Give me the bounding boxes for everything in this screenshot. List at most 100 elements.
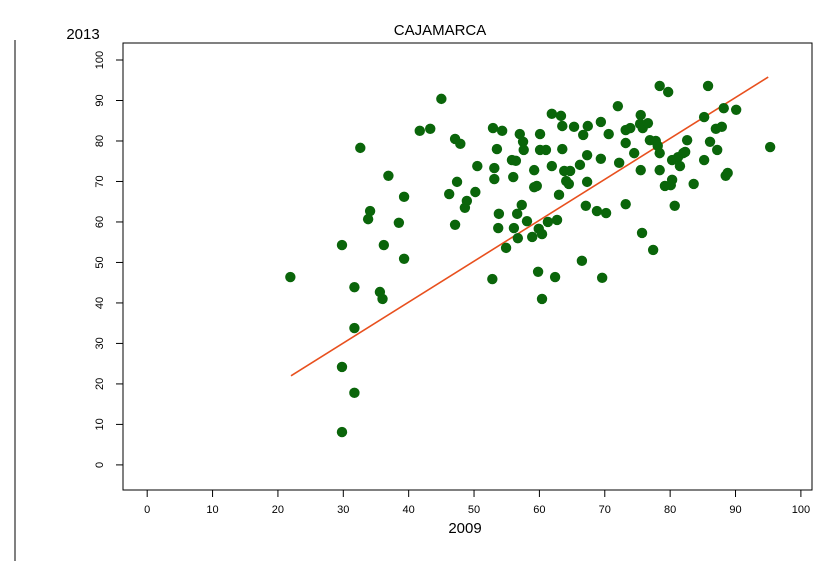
point bbox=[436, 93, 447, 105]
point bbox=[336, 361, 348, 373]
point bbox=[654, 80, 665, 92]
point bbox=[470, 186, 481, 198]
y-tick-label: 0 bbox=[94, 462, 106, 468]
point bbox=[508, 171, 519, 183]
x-tick-label: 30 bbox=[337, 504, 349, 516]
point bbox=[517, 136, 529, 147]
y-tick-label: 70 bbox=[94, 175, 106, 187]
point bbox=[681, 134, 693, 146]
y-tick-label: 60 bbox=[94, 216, 106, 228]
point bbox=[536, 293, 548, 305]
plot-box bbox=[122, 42, 813, 491]
point bbox=[518, 144, 529, 156]
point bbox=[702, 80, 714, 92]
point bbox=[362, 213, 374, 225]
point bbox=[669, 200, 680, 211]
point bbox=[534, 128, 546, 140]
y-axis-label: 2013 bbox=[66, 26, 99, 43]
point bbox=[487, 122, 499, 134]
point bbox=[613, 157, 625, 169]
point bbox=[500, 242, 512, 254]
point bbox=[472, 160, 483, 172]
point bbox=[516, 199, 527, 211]
x-tick-label: 20 bbox=[272, 504, 284, 516]
point bbox=[493, 222, 504, 234]
point bbox=[595, 116, 607, 128]
point bbox=[635, 109, 646, 121]
point bbox=[377, 293, 388, 305]
point bbox=[531, 180, 542, 192]
x-tick-label: 100 bbox=[792, 504, 810, 516]
point bbox=[557, 120, 568, 132]
point bbox=[581, 176, 593, 188]
point bbox=[285, 271, 296, 283]
x-tick-label: 0 bbox=[144, 504, 150, 516]
y-tick-label: 90 bbox=[94, 94, 106, 106]
point bbox=[666, 174, 678, 186]
y-tick-label: 20 bbox=[94, 378, 106, 390]
point bbox=[591, 205, 603, 217]
point bbox=[595, 153, 607, 164]
point bbox=[647, 244, 659, 256]
x-tick-label: 60 bbox=[533, 504, 545, 516]
point bbox=[578, 129, 589, 141]
x-tick-label: 10 bbox=[206, 504, 218, 516]
point bbox=[557, 143, 568, 155]
point bbox=[698, 111, 710, 123]
point bbox=[383, 170, 394, 182]
x-tick-label: 70 bbox=[599, 504, 611, 516]
point bbox=[461, 195, 473, 207]
point bbox=[596, 272, 608, 284]
point bbox=[636, 227, 648, 239]
point bbox=[455, 138, 466, 150]
point bbox=[378, 239, 390, 251]
point bbox=[349, 281, 360, 293]
point bbox=[603, 128, 614, 140]
point bbox=[600, 207, 612, 219]
point bbox=[612, 100, 624, 112]
point bbox=[698, 154, 710, 166]
point bbox=[449, 219, 461, 230]
x-tick-label: 80 bbox=[664, 504, 676, 516]
point bbox=[635, 164, 646, 176]
point bbox=[425, 123, 436, 135]
point bbox=[582, 120, 593, 132]
chart-title: CAJAMARCA bbox=[394, 22, 487, 39]
point bbox=[688, 178, 699, 190]
point bbox=[355, 142, 366, 154]
point bbox=[568, 121, 580, 133]
point bbox=[540, 144, 552, 156]
point bbox=[336, 426, 348, 438]
point bbox=[722, 167, 733, 179]
x-tick-label: 40 bbox=[403, 504, 415, 516]
point bbox=[546, 160, 558, 172]
point bbox=[712, 144, 723, 156]
x-tick-label: 90 bbox=[729, 504, 741, 516]
point bbox=[336, 239, 348, 251]
point bbox=[542, 216, 554, 228]
point bbox=[716, 121, 727, 133]
point bbox=[349, 322, 360, 334]
point bbox=[508, 222, 520, 234]
point bbox=[443, 188, 455, 200]
point bbox=[551, 214, 563, 226]
point bbox=[487, 273, 498, 285]
point bbox=[679, 146, 691, 158]
point bbox=[574, 159, 586, 171]
point bbox=[546, 108, 558, 120]
point bbox=[510, 155, 522, 167]
point bbox=[704, 136, 716, 147]
point bbox=[654, 164, 665, 176]
point bbox=[674, 160, 686, 172]
point bbox=[398, 191, 410, 203]
x-tick-label: 50 bbox=[468, 504, 480, 516]
x-axis-label: 2009 bbox=[448, 520, 481, 537]
point bbox=[555, 110, 567, 122]
y-tick-label: 40 bbox=[94, 297, 106, 309]
point bbox=[491, 143, 503, 155]
point bbox=[496, 125, 508, 137]
point bbox=[730, 104, 742, 116]
point bbox=[364, 205, 376, 217]
point bbox=[654, 147, 665, 159]
